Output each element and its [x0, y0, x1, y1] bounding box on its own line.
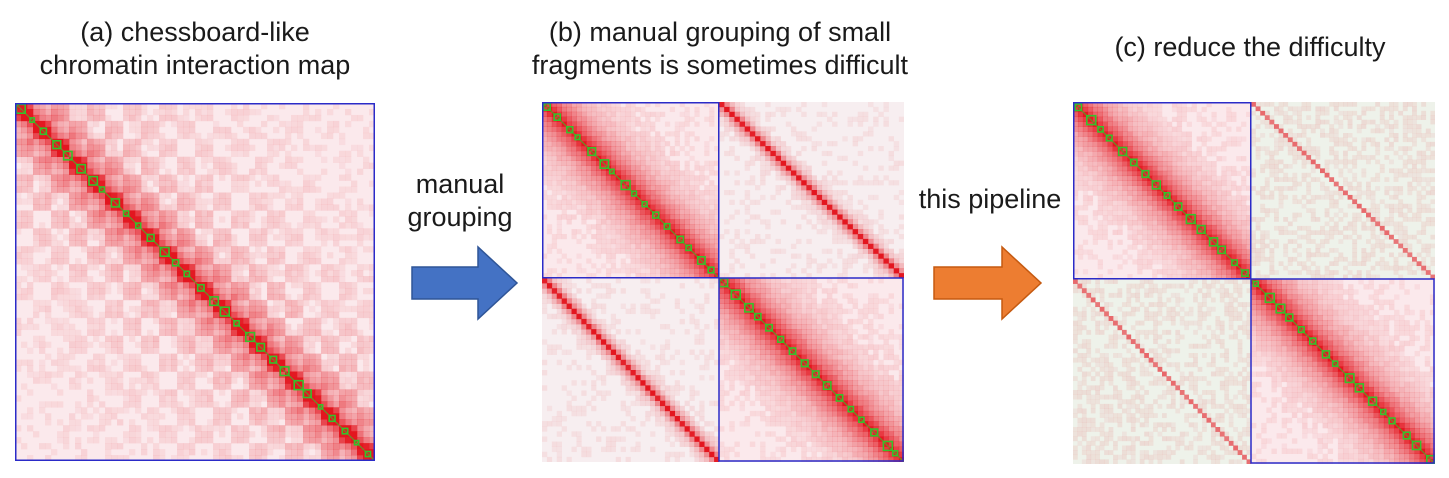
manual-grouping-arrow: [410, 245, 520, 321]
panel-c-heatmap-svg: [1073, 102, 1435, 464]
panel-c-caption: (c) reduce the difficulty: [1114, 32, 1386, 62]
this-pipeline-label: this pipeline: [918, 184, 1062, 214]
orange-arrow-icon: [933, 245, 1043, 321]
panel-b-heatmap: [542, 102, 904, 462]
panel-b-caption: (b) manual grouping of small fragments i…: [531, 17, 909, 80]
this-pipeline-arrow: [932, 245, 1044, 321]
panel-a-heatmap-svg: [15, 103, 375, 461]
panel-a-caption: (a) chessboard-like chromatin interactio…: [39, 17, 351, 80]
panel-a-heatmap: [15, 103, 375, 461]
blue-arrow-icon: [411, 245, 519, 321]
panel-b-heatmap-svg: [542, 102, 904, 462]
manual-grouping-label: manual grouping: [407, 169, 513, 232]
panel-c-heatmap: [1073, 102, 1435, 464]
